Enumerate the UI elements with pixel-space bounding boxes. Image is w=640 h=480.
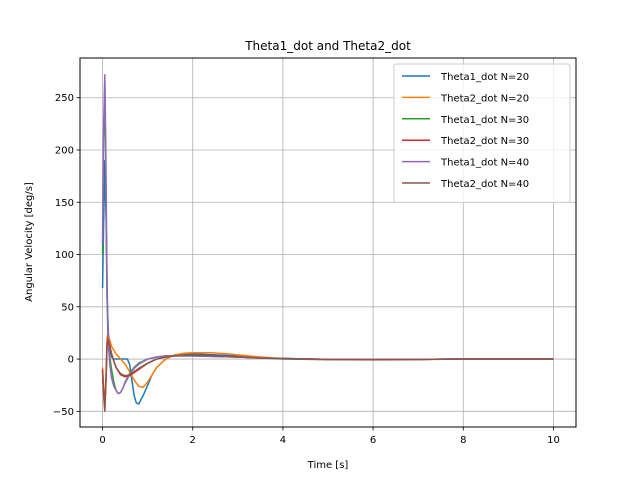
x-tick-label: 8 bbox=[460, 435, 466, 446]
y-tick-label: 50 bbox=[61, 302, 74, 313]
axis-ticks: 0 2 4 6 8 10 −50 0 50 100 150 200 250 bbox=[53, 93, 560, 446]
y-tick-label: 200 bbox=[55, 145, 74, 156]
legend-label: Theta1_dot N=20 bbox=[440, 72, 529, 83]
y-tick-label: −50 bbox=[53, 407, 74, 418]
x-tick-label: 2 bbox=[190, 435, 196, 446]
series-line-6 bbox=[101, 339, 554, 413]
series-line-4 bbox=[101, 337, 554, 410]
x-axis-label: Time [s] bbox=[307, 460, 349, 471]
legend-label: Theta2_dot N=30 bbox=[440, 136, 529, 147]
y-tick-label: 250 bbox=[55, 93, 74, 104]
x-tick-label: 10 bbox=[547, 435, 560, 446]
series-lines bbox=[101, 73, 554, 413]
x-tick-label: 4 bbox=[280, 435, 286, 446]
y-tick-label: 0 bbox=[68, 355, 74, 366]
y-tick-label: 100 bbox=[55, 250, 74, 261]
legend-label: Theta2_dot N=40 bbox=[440, 179, 529, 190]
x-tick-label: 0 bbox=[99, 435, 105, 446]
legend-label: Theta2_dot N=20 bbox=[440, 93, 529, 104]
legend-box bbox=[393, 63, 571, 203]
y-axis-label: Angular Velocity [deg/s] bbox=[24, 182, 35, 302]
legend-label: Theta1_dot N=30 bbox=[440, 115, 529, 126]
plot-frame bbox=[79, 57, 577, 428]
series-line-2 bbox=[101, 332, 554, 407]
legend-label: Theta1_dot N=40 bbox=[440, 158, 529, 169]
legend: Theta1_dot N=20 Theta2_dot N=20 Theta1_dot… bbox=[393, 63, 571, 203]
x-tick-label: 6 bbox=[370, 435, 376, 446]
y-tick-label: 150 bbox=[55, 198, 74, 209]
chart-title: Theta1_dot and Theta2_dot bbox=[244, 39, 411, 53]
